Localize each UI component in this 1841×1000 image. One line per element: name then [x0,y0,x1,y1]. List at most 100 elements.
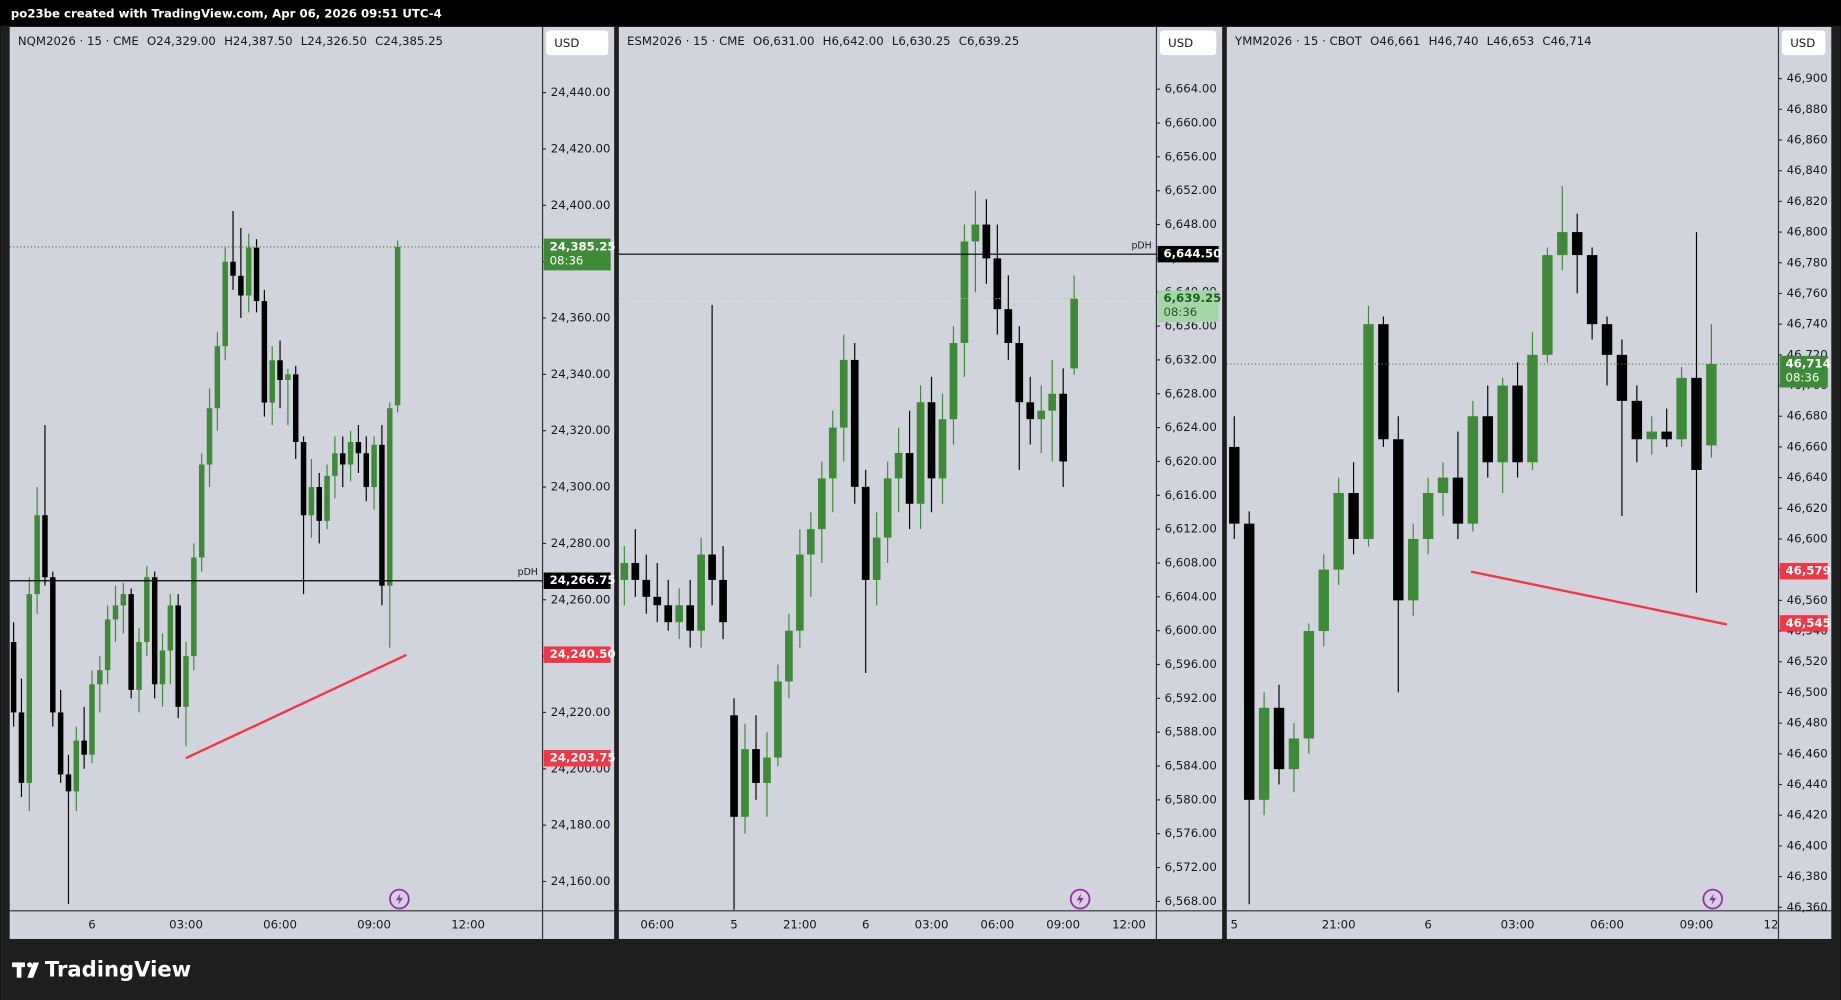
candle-body [89,684,95,755]
y-tick-label: 24,440.00 [551,85,611,99]
candle-body [1437,477,1449,493]
y-tick-label: 24,420.00 [551,141,611,155]
candle-body [347,441,354,465]
candle-body [785,630,793,682]
candle-body [81,740,87,755]
candle-body [1303,631,1315,739]
replay-icon[interactable] [389,888,410,910]
candle-body [620,562,629,580]
candle-body [971,224,980,242]
candle-body [355,441,362,454]
candle-body [916,402,925,504]
y-tick-label: 46,400 [1787,838,1828,852]
candle-body [1557,232,1568,256]
y-tick-label: 6,600.00 [1165,623,1217,637]
replay-icon[interactable] [1069,888,1091,910]
x-tick-label: 12:00 [451,917,485,931]
candle-body [642,579,651,597]
candle-body [379,444,385,586]
y-tick-label: 6,572.00 [1165,860,1217,874]
candle-body [719,579,727,623]
candle-body [1497,385,1508,463]
ohlc-value: C46,714 [1542,34,1591,48]
candle-body [316,487,322,521]
countdown-label: 08:36 [550,253,584,267]
x-tick-label: 06:00 [980,917,1014,931]
candle-body [222,261,228,347]
candle-body [128,594,134,690]
ohlc-value: H24,387.50 [224,34,292,48]
candle-body [144,577,150,643]
candle-body [1616,354,1628,401]
footer-logo[interactable]: TradingView [45,957,191,982]
candle-body [697,554,705,631]
y-tick-label: 46,660 [1787,439,1828,453]
y-tick-label: 6,664.00 [1165,82,1217,96]
last-price-box [1779,355,1828,388]
header-text: po23be created with TradingView.com, Apr… [11,7,442,21]
candle-body [26,594,33,783]
y-tick-label: 46,800 [1787,225,1828,239]
replay-icon[interactable] [1702,888,1724,910]
candle-body [960,241,969,344]
candle-body [741,749,749,817]
currency-button[interactable] [546,30,609,56]
candle-body [1706,364,1717,446]
x-tick-label: 5 [1231,917,1238,931]
candle-body [42,515,48,578]
candle-body [183,656,189,707]
y-tick-label: 46,780 [1787,255,1828,269]
y-tick-label: 46,480 [1787,716,1828,730]
ohlc-value: H6,642.00 [823,34,884,48]
candle-body [807,529,815,555]
y-tick-label: 6,632.00 [1165,352,1217,366]
ohlc-value: L24,326.50 [301,34,367,48]
y-tick-label: 6,648.00 [1165,217,1217,231]
candle-body [653,596,662,606]
y-tick-label: 6,616.00 [1165,488,1217,502]
alert-label-box [1779,562,1828,580]
y-tick-label: 6,588.00 [1165,725,1217,739]
candle-body [191,557,197,657]
candle-body [1676,377,1687,440]
x-tick-label: 21:00 [1322,917,1356,931]
y-tick-label: 24,180.00 [551,818,611,832]
ohlc-value: C24,385.25 [375,34,443,48]
y-tick-label: 6,660.00 [1165,116,1217,130]
y-tick-label: 46,420 [1787,808,1828,822]
candle-body [872,537,881,580]
candle-body [905,452,914,504]
y-tick-label: 6,568.00 [1165,894,1217,908]
chart-title: YMM2026 · 15 · CBOT O46,661 H46,740 L46,653… [1234,34,1592,48]
candle-body [675,605,684,623]
x-tick-label: 06:00 [263,917,297,931]
x-tick-label: 6 [862,917,869,931]
last-price-label: 24,385.25 [550,239,616,253]
candle-body [1571,232,1583,256]
candle-body [332,453,338,476]
candle-body [73,740,80,792]
currency-label: USD [1168,36,1193,50]
candle-body [1229,446,1240,524]
symbol-title: NQM2026 · 15 · CME [18,34,139,48]
currency-button[interactable] [1782,30,1826,56]
candle-body [1482,416,1493,463]
y-tick-label: 6,580.00 [1165,792,1217,806]
x-tick-label: 09:00 [1680,917,1714,931]
currency-button[interactable] [1159,30,1217,56]
y-tick-label: 24,280.00 [551,536,611,550]
candle-body [763,757,771,783]
alert-label: 24,240.50 [550,647,616,661]
candle-body [10,642,17,713]
candle-body [1601,324,1613,355]
price-line-name: pDH [518,567,538,578]
candle-body [1026,402,1035,420]
y-tick-label: 6,576.00 [1165,826,1217,840]
candle-body [1273,707,1285,770]
candle-body [1452,477,1464,524]
countdown-label: 08:36 [1786,371,1820,385]
y-tick-label: 6,624.00 [1165,420,1217,434]
candle-body [167,605,174,651]
x-tick-label: 09:00 [357,917,391,931]
